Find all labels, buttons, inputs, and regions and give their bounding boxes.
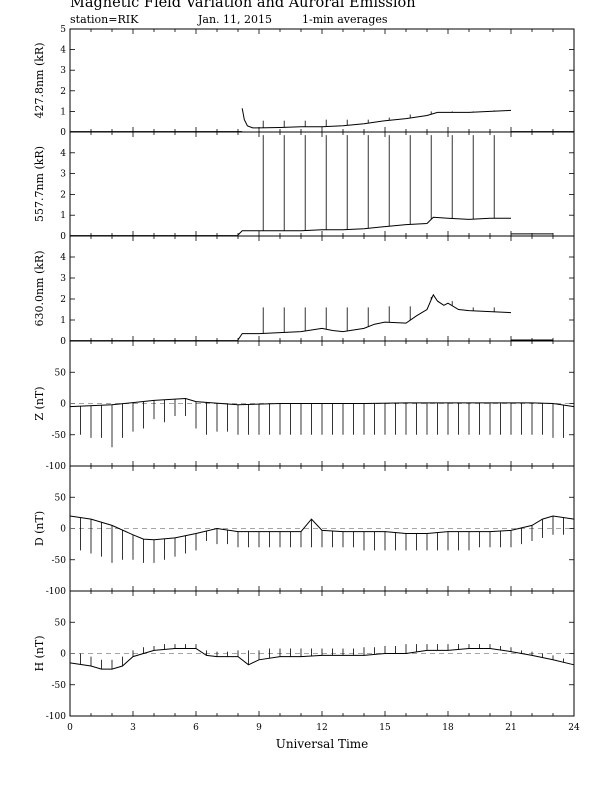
panel-2-y-tick-label: 1 [60, 211, 66, 221]
panel-6-x-tick-label: 15 [379, 723, 391, 733]
panel-6-x-tick-label: 9 [256, 723, 262, 733]
panel-6-x-tick-label: 18 [442, 723, 454, 733]
panel-2-y-label: 557.7nm (kR) [33, 146, 46, 222]
panel-6-y-tick-label: -50 [52, 681, 67, 691]
panel-4-y-label: Z (nT) [33, 386, 46, 420]
panel-1-y-tick-label: 2 [60, 87, 66, 97]
panel-5-y-tick-label: -100 [46, 587, 66, 597]
panel-1-y-tick-label: 1 [60, 107, 66, 117]
chart-title: Magnetic Field Variation and Auroral Emi… [70, 0, 416, 11]
panel-2-series-line [237, 216, 511, 236]
panel-2-frame [69, 131, 575, 237]
panel-6-x-tick-label: 3 [130, 723, 136, 733]
panel-6-x-tick-label: 24 [568, 723, 580, 733]
panel-2-y-tick-label: 4 [60, 149, 66, 159]
panel-3-y-tick-label: 3 [60, 274, 66, 284]
panel-1-y-label: 427.8nm (kR) [33, 42, 46, 118]
panel-4-y-tick-label: 50 [55, 368, 67, 378]
panel-6-y-tick-label: -100 [46, 712, 66, 722]
panel-3-y-tick-label: 0 [60, 337, 66, 347]
panel-2-y-tick-label: 3 [60, 170, 66, 180]
panel-3-frame [69, 235, 575, 342]
panel-6-y-label: H (nT) [33, 635, 46, 671]
panel-5-y-tick-label: 50 [55, 493, 67, 503]
panel-5-y-tick-label: 0 [60, 525, 66, 535]
panel-5-y-tick-label: -50 [52, 556, 67, 566]
averaging-label: 1-min averages [302, 13, 388, 26]
panel-6-x-tick-label: 21 [505, 723, 516, 733]
panel-4-y-tick-label: -100 [46, 462, 66, 472]
panel-1-y-tick-label: 5 [60, 25, 66, 35]
date-label: Jan. 11, 2015 [198, 13, 273, 26]
panel-1-frame [69, 28, 575, 133]
panel-6-x-tick-label: 0 [67, 723, 73, 733]
panel-4-y-tick-label: 0 [60, 400, 66, 410]
panel-1-y-tick-label: 3 [60, 66, 66, 76]
panel-2-y-tick-label: 2 [60, 190, 66, 200]
panel-3-y-tick-label: 2 [60, 295, 66, 305]
panel-3-y-tick-label: 4 [60, 253, 66, 263]
panel-1-y-tick-label: 0 [60, 128, 66, 138]
panel-4-y-tick-label: -50 [52, 431, 67, 441]
panel-6-y-tick-label: 0 [60, 650, 66, 660]
panel-6-y-tick-label: 50 [55, 618, 67, 628]
panel-3-y-tick-label: 1 [60, 316, 66, 326]
panel-6-x-tick-label: 6 [193, 723, 199, 733]
panel-5-y-label: D (nT) [33, 511, 46, 546]
panel-6-x-label: Universal Time [276, 737, 369, 751]
station-label: station=RIK [70, 13, 139, 26]
panel-6-x-tick-label: 12 [316, 723, 327, 733]
panel-2-y-tick-label: 0 [60, 232, 66, 242]
panel-3-y-label: 630.0nm (kR) [33, 250, 46, 326]
panel-3-series-line [237, 293, 512, 341]
panel-1-series-line [241, 108, 512, 129]
panel-1-y-tick-label: 4 [60, 46, 66, 56]
